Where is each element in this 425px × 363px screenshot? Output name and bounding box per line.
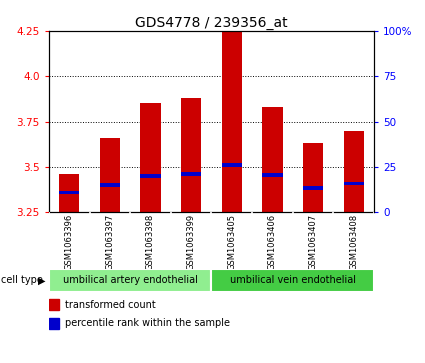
Text: GSM1063407: GSM1063407 <box>309 214 317 270</box>
Text: percentile rank within the sample: percentile rank within the sample <box>65 318 230 328</box>
FancyBboxPatch shape <box>49 269 211 292</box>
Bar <box>59 191 79 194</box>
Bar <box>59 174 79 212</box>
Bar <box>303 143 323 212</box>
Text: GSM1063406: GSM1063406 <box>268 214 277 270</box>
Text: cell type: cell type <box>1 276 43 285</box>
Text: umbilical vein endothelial: umbilical vein endothelial <box>230 276 356 285</box>
Bar <box>303 186 323 189</box>
Text: umbilical artery endothelial: umbilical artery endothelial <box>63 276 198 285</box>
Text: GSM1063399: GSM1063399 <box>187 214 196 270</box>
Bar <box>49 318 59 329</box>
Bar <box>181 172 201 176</box>
Bar <box>140 103 161 212</box>
Text: ▶: ▶ <box>38 276 46 285</box>
Bar <box>100 183 120 187</box>
Bar <box>262 107 283 212</box>
Bar <box>343 182 364 185</box>
Bar <box>181 98 201 212</box>
Text: GSM1063408: GSM1063408 <box>349 214 358 270</box>
Bar <box>221 163 242 167</box>
Text: GSM1063397: GSM1063397 <box>105 214 114 270</box>
Text: GSM1063398: GSM1063398 <box>146 214 155 270</box>
Bar <box>140 174 161 178</box>
FancyBboxPatch shape <box>211 269 374 292</box>
Bar <box>343 131 364 212</box>
Text: transformed count: transformed count <box>65 300 156 310</box>
Title: GDS4778 / 239356_at: GDS4778 / 239356_at <box>135 16 288 30</box>
Bar <box>100 138 120 212</box>
Text: GSM1063405: GSM1063405 <box>227 214 236 270</box>
Bar <box>221 29 242 212</box>
Bar <box>262 173 283 177</box>
Text: GSM1063396: GSM1063396 <box>65 214 74 270</box>
Bar <box>49 299 59 310</box>
